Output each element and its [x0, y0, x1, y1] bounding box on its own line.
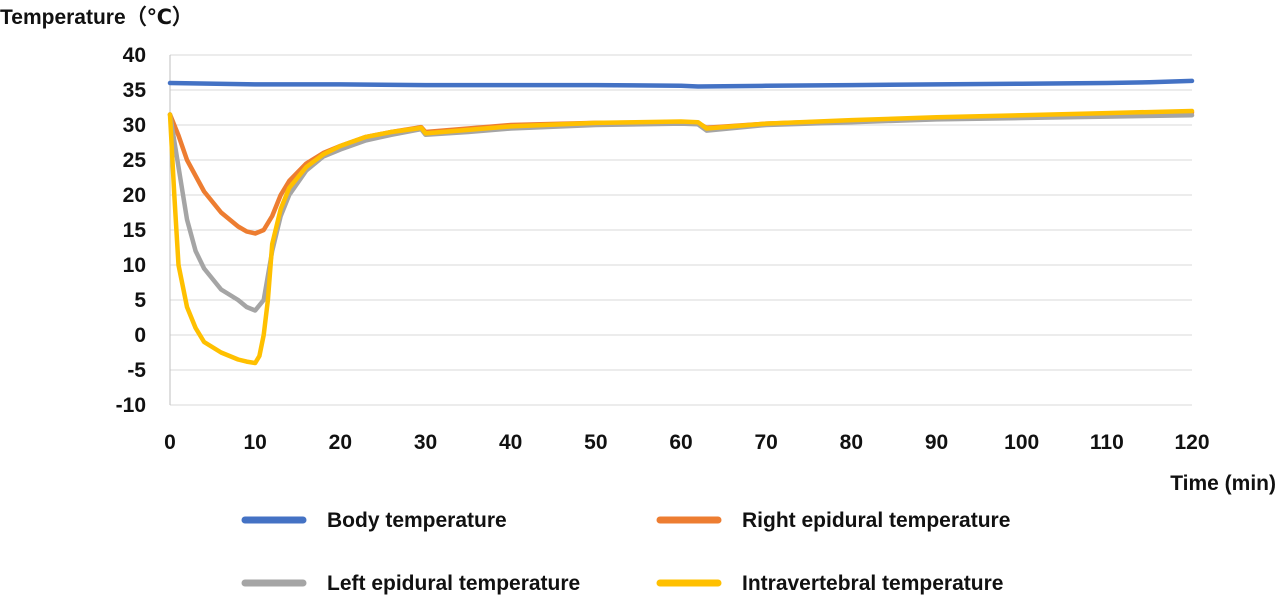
- series-line-3: [167, 108, 1195, 366]
- gridlines: [169, 54, 1192, 406]
- y-tick-label: 20: [123, 184, 146, 207]
- y-tick-label: 0: [134, 324, 146, 347]
- x-tick-label: 90: [925, 431, 948, 454]
- y-tick-label: 5: [134, 289, 146, 312]
- x-tick-label: 100: [1004, 431, 1039, 454]
- legend-label-0: Body temperature: [327, 509, 507, 532]
- x-tick-labels: 0 10 20 30 40 50 60 70 80 90 100 110 120: [164, 431, 1209, 454]
- y-tick-label: 35: [123, 79, 147, 102]
- series-line-1: [167, 110, 1195, 236]
- legend: Body temperature Right epidural temperatu…: [241, 509, 1010, 595]
- y-tick-label: 40: [123, 44, 146, 67]
- legend-label-3: Intravertebral temperature: [742, 572, 1003, 595]
- series-line-0: [167, 78, 1195, 89]
- x-tick-label: 10: [243, 431, 266, 454]
- y-tick-labels: -10 -5 0 5 10 15 20 25 30 35 40: [116, 44, 147, 417]
- x-tick-label: 40: [499, 431, 522, 454]
- y-axis-label: Temperature（℃）: [0, 5, 193, 29]
- x-tick-label: 80: [840, 431, 863, 454]
- x-tick-label: 60: [669, 431, 692, 454]
- x-tick-label: 0: [164, 431, 176, 454]
- y-tick-label: -10: [116, 394, 146, 417]
- y-tick-label: 15: [123, 219, 147, 242]
- series-line-2: [167, 112, 1195, 313]
- y-tick-label: 25: [123, 149, 147, 172]
- y-tick-label: 30: [123, 114, 146, 137]
- x-tick-label: 70: [754, 431, 777, 454]
- x-tick-label: 50: [584, 431, 607, 454]
- x-tick-label: 120: [1174, 431, 1209, 454]
- x-tick-label: 110: [1090, 431, 1124, 454]
- x-axis-label: Time (min): [1170, 472, 1276, 495]
- y-tick-label: -5: [127, 359, 146, 382]
- x-tick-label: 30: [414, 431, 437, 454]
- legend-label-1: Right epidural temperature: [742, 509, 1010, 532]
- x-tick-label: 20: [329, 431, 352, 454]
- series-lines: [167, 78, 1195, 366]
- legend-label-2: Left epidural temperature: [327, 572, 580, 595]
- y-tick-label: 10: [123, 254, 146, 277]
